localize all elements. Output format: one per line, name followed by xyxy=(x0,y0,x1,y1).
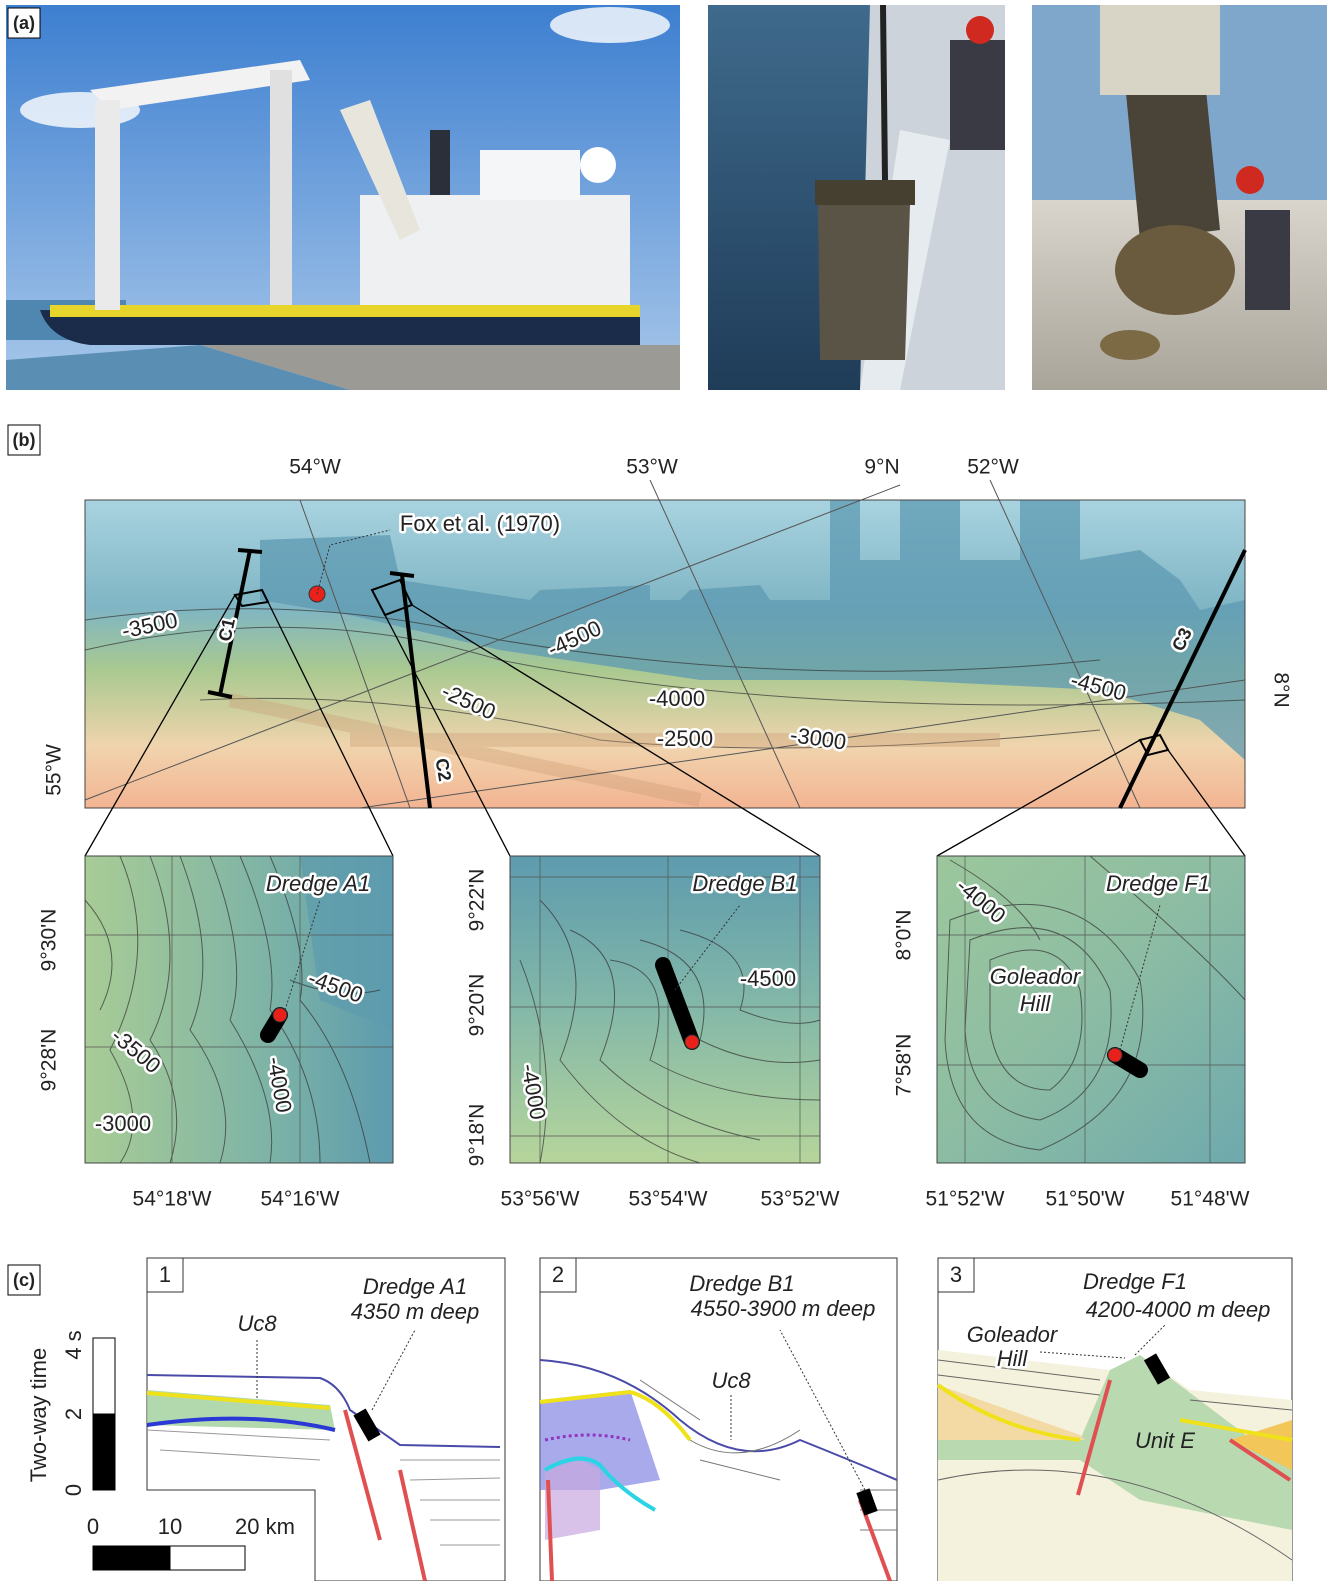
photo-dredge-deck xyxy=(1032,5,1327,390)
inset-map xyxy=(84,855,394,1164)
feature-label: Hill xyxy=(1020,991,1052,1016)
profile-number: 1 xyxy=(159,1262,171,1287)
inset-map xyxy=(509,855,821,1164)
panel-label-box xyxy=(7,1264,41,1296)
scale-title: Two-way time xyxy=(26,1348,51,1482)
inset-axis-label: 51°52'W xyxy=(926,1188,1005,1211)
contour-label: -3000 xyxy=(95,1111,151,1136)
unit-label: Uc8 xyxy=(711,1368,751,1393)
reference-label: Fox et al. (1970) xyxy=(400,511,560,536)
inset-axis-label: 53°54'W xyxy=(629,1188,708,1211)
panel-label: (b) xyxy=(13,430,36,450)
seismic-profile xyxy=(146,1257,506,1581)
map-axis-label: 9°N xyxy=(864,456,899,479)
scale-tick: 10 xyxy=(158,1514,182,1539)
dredge-label: Dredge B1 xyxy=(689,1271,794,1296)
dredge-label: Dredge F1 xyxy=(1083,1269,1187,1294)
inset-axis-label: 53°52'W xyxy=(761,1188,840,1211)
feature-label: Goleador xyxy=(967,1322,1059,1347)
scale-tick: 0 xyxy=(61,1484,86,1496)
scale-tick: 2 xyxy=(61,1408,86,1420)
contour-label: -4000 xyxy=(649,686,705,711)
dredge-label: Dredge F1 xyxy=(1106,871,1210,896)
seismic-profile xyxy=(539,1257,898,1581)
map-axis-label: 53°W xyxy=(626,456,678,479)
scale-tick: 0 xyxy=(87,1514,99,1539)
panel-label-box xyxy=(7,424,41,456)
time-scale-bar xyxy=(92,1337,116,1491)
unit-label: Uc8 xyxy=(237,1311,277,1336)
map-axis-label: 55°W xyxy=(43,744,66,796)
inset-axis-label: 9°22'N xyxy=(466,869,489,932)
seismic-profile xyxy=(936,1257,1293,1581)
inset-connectors xyxy=(84,589,1246,857)
inset-axis-label: 9°20'N xyxy=(466,974,489,1037)
panel-label-box xyxy=(7,7,41,39)
inset-axis-label: 9°28'N xyxy=(38,1029,61,1092)
scale-tick: 20 km xyxy=(235,1514,295,1539)
photo-ship xyxy=(6,5,680,390)
map-axis-label: 52°W xyxy=(967,456,1019,479)
inset-axis-label: 51°50'W xyxy=(1046,1188,1125,1211)
contour-label: -4500 xyxy=(740,966,796,991)
unit-label: Unit E xyxy=(1135,1428,1195,1453)
feature-label: Goleador xyxy=(990,964,1082,989)
inset-map xyxy=(936,855,1246,1164)
profile-number: 3 xyxy=(950,1262,962,1287)
dredge-label: Dredge A1 xyxy=(266,871,370,896)
inset-axis-label: 9°30'N xyxy=(38,909,61,972)
inset-axis-label: 54°16'W xyxy=(261,1188,340,1211)
inset-axis-label: 9°18'N xyxy=(466,1104,489,1167)
panel-label: (c) xyxy=(13,1270,35,1290)
dredge-depth: 4350 m deep xyxy=(351,1299,479,1324)
distance-scale-bar xyxy=(92,1545,246,1571)
feature-label: Hill xyxy=(997,1346,1029,1371)
dredge-depth: 4550-3900 m deep xyxy=(691,1296,876,1321)
map-axis-label: 54°W xyxy=(289,456,341,479)
dredge-label: Dredge A1 xyxy=(363,1274,467,1299)
inset-axis-label: 8°0'N xyxy=(893,910,916,961)
scale-tick: 4 s xyxy=(61,1330,86,1359)
inset-axis-label: 54°18'W xyxy=(133,1188,212,1211)
dredge-label: Dredge B1 xyxy=(692,871,797,896)
profile-lines xyxy=(207,548,1247,809)
main-map xyxy=(84,479,1247,809)
map-axis-label: 8°N xyxy=(1269,672,1292,707)
profile-number: 2 xyxy=(552,1262,564,1287)
photo-dredge-lowering xyxy=(708,4,1005,390)
profile-label: C2 xyxy=(431,757,455,783)
dredge-depth: 4200-4000 m deep xyxy=(1086,1297,1271,1322)
inset-axis-label: 53°56'W xyxy=(501,1188,580,1211)
panel-label: (a) xyxy=(13,13,35,33)
contour-label: -2500 xyxy=(657,726,713,751)
inset-axis-label: 7°58'N xyxy=(893,1034,916,1097)
inset-axis-label: 51°48'W xyxy=(1171,1188,1250,1211)
